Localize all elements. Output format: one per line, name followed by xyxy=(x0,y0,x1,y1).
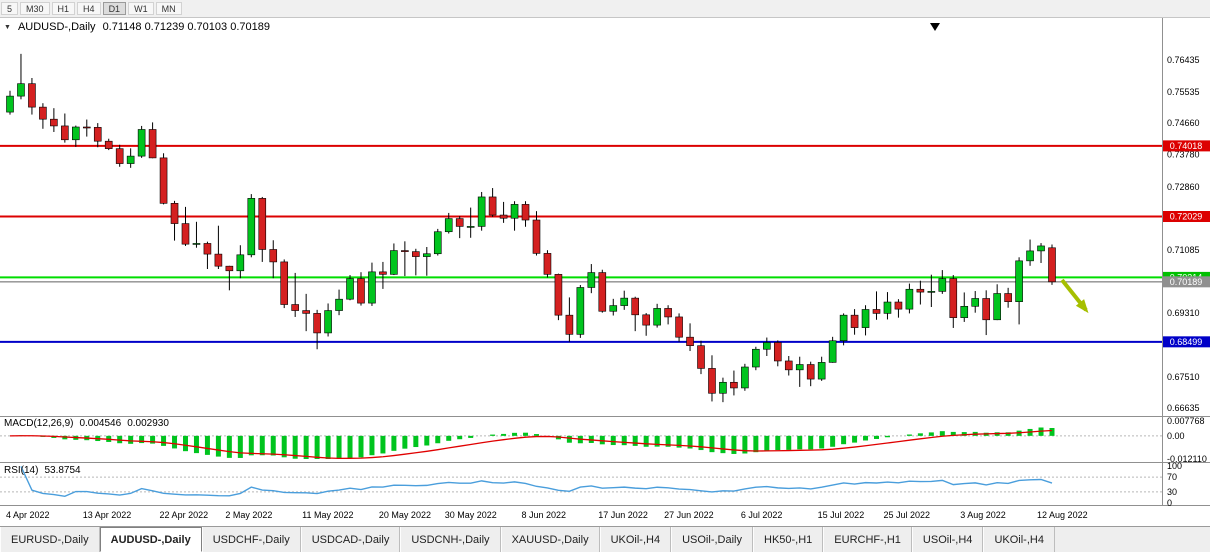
tab-usoil-h4[interactable]: USOil-,H4 xyxy=(911,527,984,552)
timeframe-button-w1[interactable]: W1 xyxy=(128,2,154,15)
svg-text:0.74660: 0.74660 xyxy=(1167,118,1200,128)
svg-text:30 May 2022: 30 May 2022 xyxy=(445,510,497,520)
svg-text:17 Jun 2022: 17 Jun 2022 xyxy=(598,510,648,520)
timeframe-toolbar: 5 M30 H1 H4 D1 W1 MN xyxy=(0,0,1210,18)
svg-text:15 Jul 2022: 15 Jul 2022 xyxy=(818,510,865,520)
timeframe-button-5[interactable]: 5 xyxy=(1,2,19,15)
svg-text:0.73780: 0.73780 xyxy=(1167,149,1200,159)
tab-usdcnh-daily[interactable]: USDCNH-,Daily xyxy=(400,527,501,552)
svg-text:25 Jul 2022: 25 Jul 2022 xyxy=(883,510,930,520)
svg-text:22 Apr 2022: 22 Apr 2022 xyxy=(160,510,209,520)
rsi-indicator-label: RSI(14) 53.8754 xyxy=(4,465,81,476)
tab-audusd-daily[interactable]: AUDUSD-,Daily xyxy=(99,527,202,552)
timeframe-button-mn[interactable]: MN xyxy=(155,2,182,15)
svg-text:27 Jun 2022: 27 Jun 2022 xyxy=(664,510,714,520)
svg-text:70: 70 xyxy=(1167,472,1177,482)
svg-text:13 Apr 2022: 13 Apr 2022 xyxy=(83,510,132,520)
svg-text:2 May 2022: 2 May 2022 xyxy=(225,510,272,520)
chart-title: ▼ AUDUSD-,Daily 0.71148 0.71239 0.70103 … xyxy=(4,21,270,33)
chart-tabs: EURUSD-,Daily AUDUSD-,Daily USDCHF-,Daily U… xyxy=(0,526,1210,552)
tab-usdchf-daily[interactable]: USDCHF-,Daily xyxy=(201,527,301,552)
svg-text:0.70189: 0.70189 xyxy=(1170,277,1203,287)
svg-text:30: 30 xyxy=(1167,487,1177,497)
macd-indicator-label: MACD(12,26,9) 0.004546 0.002930 xyxy=(4,418,169,429)
macd-signal-value: 0.002930 xyxy=(127,418,169,429)
svg-text:4 Apr 2022: 4 Apr 2022 xyxy=(6,510,50,520)
chart-ohlc-values: 0.71148 0.71239 0.70103 0.70189 xyxy=(102,21,270,33)
macd-name: MACD(12,26,9) xyxy=(4,418,74,429)
tab-hk50-h1[interactable]: HK50-,H1 xyxy=(753,527,824,552)
svg-text:0.66635: 0.66635 xyxy=(1167,403,1200,413)
chart-canvas[interactable]: 0.76435 0.75535 0.74660 0.73780 0.72860 0.710… xyxy=(0,18,1210,526)
macd-main-value: 0.004546 xyxy=(79,418,122,429)
svg-text:0.67510: 0.67510 xyxy=(1167,372,1200,382)
svg-text:0: 0 xyxy=(1167,498,1172,508)
chart-area: 0.76435 0.75535 0.74660 0.73780 0.72860 0.710… xyxy=(0,18,1210,526)
svg-text:0.72029: 0.72029 xyxy=(1170,212,1203,222)
collapse-chart-icon[interactable]: ▼ xyxy=(4,23,11,31)
timeframe-button-h4[interactable]: H4 xyxy=(77,2,101,15)
tab-xauusd-daily[interactable]: XAUUSD-,Daily xyxy=(500,527,600,552)
timeframe-button-d1[interactable]: D1 xyxy=(102,2,127,15)
svg-text:0.74018: 0.74018 xyxy=(1170,141,1203,151)
timeframe-button-h1[interactable]: H1 xyxy=(51,2,76,15)
rsi-value: 53.8754 xyxy=(44,465,81,476)
chart-symbol-label: AUDUSD-,Daily xyxy=(17,21,96,33)
svg-text:100: 100 xyxy=(1167,461,1182,471)
svg-text:0.68499: 0.68499 xyxy=(1170,337,1203,347)
svg-text:11 May 2022: 11 May 2022 xyxy=(302,510,353,520)
tab-eurusd-daily[interactable]: EURUSD-,Daily xyxy=(0,527,100,552)
tab-ukoil-h4[interactable]: UKOil-,H4 xyxy=(599,527,672,552)
svg-text:3 Aug 2022: 3 Aug 2022 xyxy=(960,510,1006,520)
tab-ukoil-h4[interactable]: UKOil-,H4 xyxy=(983,527,1055,552)
svg-text:0.69310: 0.69310 xyxy=(1167,308,1200,318)
svg-text:12 Aug 2022: 12 Aug 2022 xyxy=(1037,510,1088,520)
svg-text:0.72860: 0.72860 xyxy=(1167,182,1200,192)
svg-text:20 May 2022: 20 May 2022 xyxy=(379,510,431,520)
svg-text:0.007768: 0.007768 xyxy=(1167,416,1205,426)
tab-usoil-daily[interactable]: USOil-,Daily xyxy=(671,527,753,552)
svg-text:-0.012110: -0.012110 xyxy=(1167,454,1207,464)
tab-eurchf-h1[interactable]: EURCHF-,H1 xyxy=(823,527,912,552)
svg-text:0.76435: 0.76435 xyxy=(1167,55,1200,65)
svg-text:0.75535: 0.75535 xyxy=(1167,87,1200,97)
svg-text:0.00: 0.00 xyxy=(1167,431,1185,441)
tab-usdcad-daily[interactable]: USDCAD-,Daily xyxy=(300,527,401,552)
timeframe-button-m30[interactable]: M30 xyxy=(20,2,50,15)
rsi-name: RSI(14) xyxy=(4,465,39,476)
svg-text:0.71085: 0.71085 xyxy=(1167,245,1200,255)
svg-text:6 Jul 2022: 6 Jul 2022 xyxy=(741,510,783,520)
svg-text:8 Jun 2022: 8 Jun 2022 xyxy=(522,510,567,520)
